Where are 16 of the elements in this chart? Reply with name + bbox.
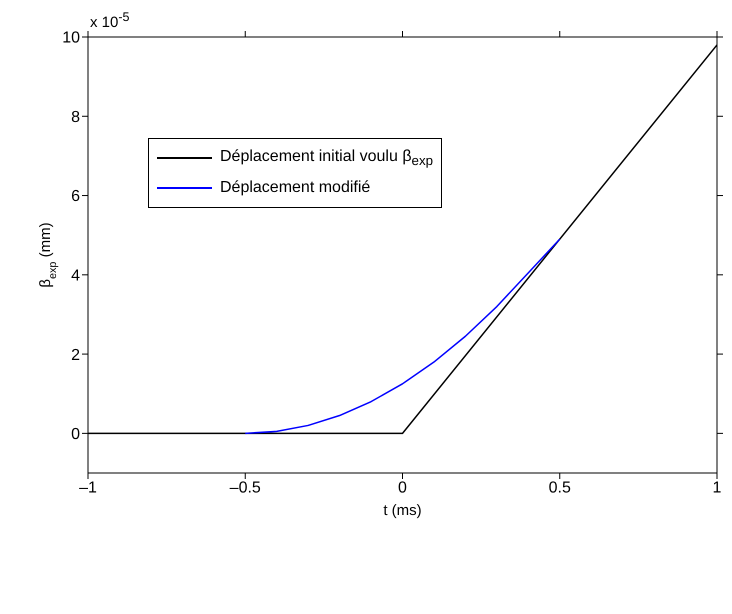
x-tick-label: –1 [79, 479, 97, 496]
y-tick-label: 0 [71, 426, 80, 444]
x-tick-label: 1 [712, 479, 722, 496]
y-tick-label: 10 [62, 30, 80, 47]
legend-label: Déplacement initial voulu β$_{exp}$ [220, 148, 434, 168]
legend-label: Déplacement modifié [220, 179, 370, 197]
x-tick-label: –0.5 [230, 479, 261, 496]
y-tick-label: 8 [71, 108, 80, 126]
y-tick-label: 4 [71, 268, 80, 284]
x-tick-label: 0.5 [548, 479, 571, 496]
x-axis-title: t (ms) [383, 502, 422, 519]
y-tick-label: 2 [71, 346, 80, 364]
text: x 10$^{-5}$ [90, 10, 130, 31]
line-series [244, 238, 560, 434]
y-tick-label: 6 [71, 188, 80, 206]
x-tick-label: 0 [398, 479, 408, 496]
